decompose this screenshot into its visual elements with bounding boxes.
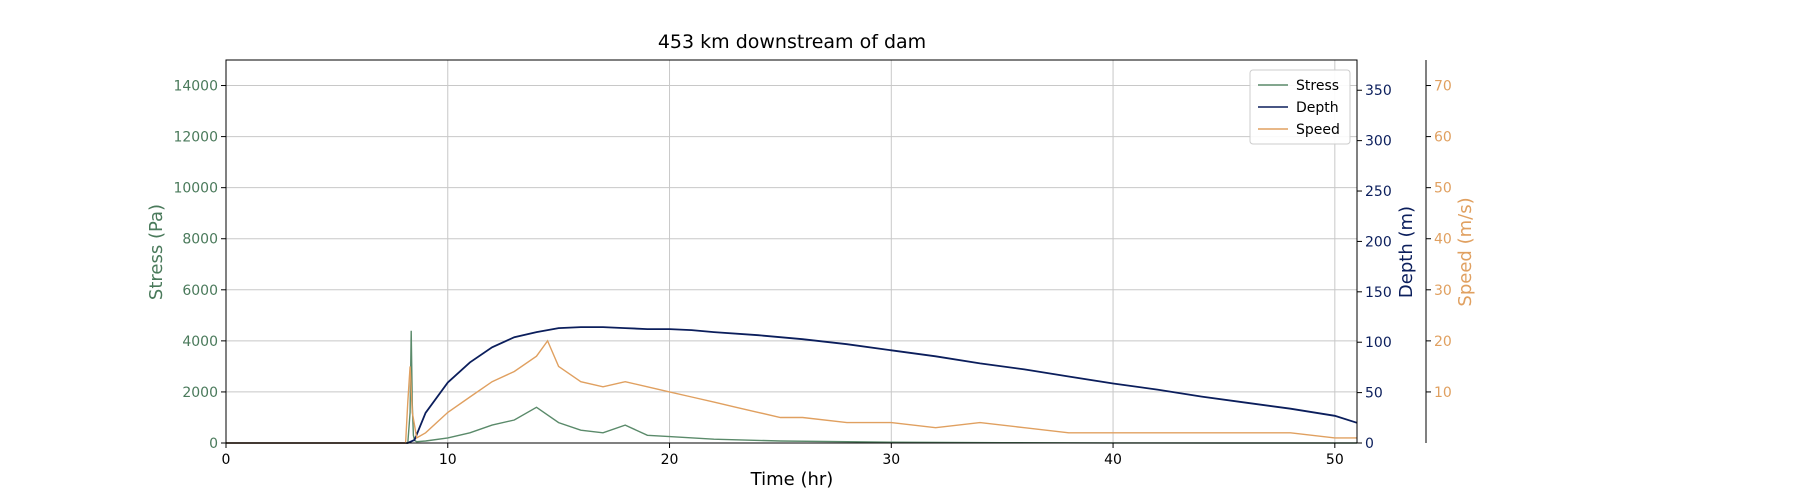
stress-axis-title: Stress (Pa) bbox=[146, 204, 167, 300]
x-tick-label: 20 bbox=[661, 452, 679, 468]
grid-lines bbox=[225, 60, 1357, 444]
speed-tick-label: 10 bbox=[1434, 385, 1452, 401]
stress-tick-label: 10000 bbox=[173, 181, 218, 197]
legend-label-depth: Depth bbox=[1296, 100, 1339, 116]
depth-tick-label: 200 bbox=[1365, 234, 1392, 250]
plot-frame bbox=[225, 59, 1358, 444]
depth-tick-label: 100 bbox=[1365, 335, 1392, 351]
speed-tick-label: 30 bbox=[1434, 283, 1452, 299]
depth-tick-label: 50 bbox=[1365, 386, 1383, 402]
x-tick-label: 50 bbox=[1326, 452, 1344, 468]
x-axis-title: Time (hr) bbox=[750, 469, 834, 490]
depth-tick-label: 350 bbox=[1365, 83, 1392, 99]
stress-tick-label: 0 bbox=[209, 436, 218, 452]
series-line-depth bbox=[226, 326, 1358, 444]
depth-axis-title: Depth (m) bbox=[1396, 206, 1417, 298]
speed-tick-label: 60 bbox=[1434, 130, 1452, 146]
depth-tick-label: 0 bbox=[1365, 436, 1374, 452]
speed-tick-label: 40 bbox=[1434, 232, 1452, 248]
speed-tick-label: 20 bbox=[1434, 334, 1452, 350]
stress-tick-label: 14000 bbox=[173, 79, 218, 95]
x-tick-label: 0 bbox=[222, 452, 231, 468]
stress-tick-label: 4000 bbox=[182, 334, 218, 350]
x-tick-label: 30 bbox=[882, 452, 900, 468]
depth-tick-label: 300 bbox=[1365, 134, 1392, 150]
speed-tick-label: 70 bbox=[1434, 79, 1452, 95]
stress-tick-label: 12000 bbox=[173, 130, 218, 146]
legend-label-stress: Stress bbox=[1296, 78, 1339, 94]
legend-label-speed: Speed bbox=[1296, 122, 1340, 138]
legend-box bbox=[1249, 69, 1351, 145]
axes: 0 10 20 30 40 5002000400060008000100001200014… bbox=[173, 59, 1452, 468]
stress-tick-label: 8000 bbox=[182, 232, 218, 248]
series-lines bbox=[226, 326, 1358, 444]
depth-tick-label: 250 bbox=[1365, 184, 1392, 200]
series-line-speed bbox=[226, 339, 1357, 444]
x-tick-label: 10 bbox=[439, 452, 457, 468]
legend: Stress Depth Speed bbox=[1249, 69, 1351, 145]
depth-tick-label: 150 bbox=[1365, 285, 1392, 301]
stress-tick-label: 6000 bbox=[182, 283, 218, 299]
series-line-stress bbox=[226, 330, 1357, 444]
stress-tick-label: 2000 bbox=[182, 385, 218, 401]
speed-tick-label: 50 bbox=[1434, 181, 1452, 197]
chart-title: 453 km downstream of dam bbox=[658, 31, 926, 53]
x-tick-label: 40 bbox=[1104, 452, 1122, 468]
speed-axis-title: Speed (m/s) bbox=[1455, 197, 1476, 306]
